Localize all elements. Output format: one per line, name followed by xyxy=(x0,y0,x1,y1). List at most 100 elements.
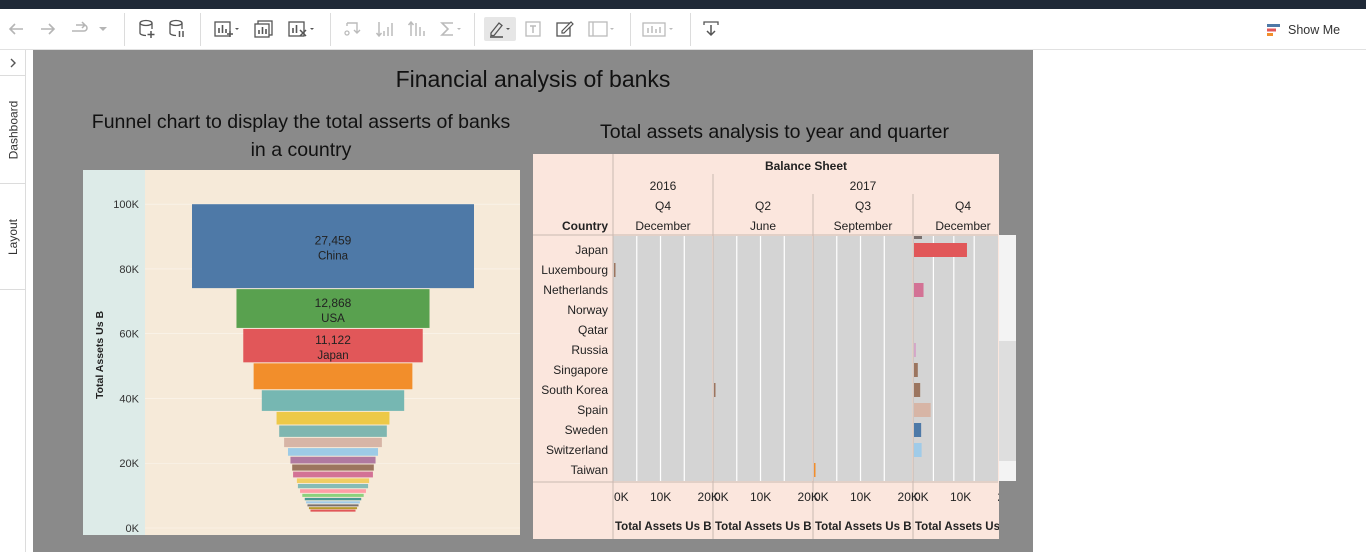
crosstab-panel xyxy=(913,236,998,481)
funnel-segment[interactable] xyxy=(296,478,370,483)
crosstab-month-label: June xyxy=(750,219,776,233)
replay-dropdown-icon[interactable] xyxy=(96,17,110,41)
funnel-segment[interactable] xyxy=(310,509,356,512)
funnel-y-tick-label: 0K xyxy=(126,523,140,535)
funnel-segment[interactable] xyxy=(253,363,413,390)
show-labels-icon[interactable] xyxy=(522,17,544,41)
redo-arrow-icon[interactable] xyxy=(38,17,58,41)
crosstab-scrollbar-thumb[interactable] xyxy=(999,341,1016,461)
expand-panel-chevron-icon[interactable] xyxy=(0,50,26,76)
crosstab-bar[interactable] xyxy=(914,283,924,297)
funnel-segment[interactable] xyxy=(300,489,366,493)
crosstab-bar[interactable] xyxy=(714,383,716,397)
assets-crosstab-svg[interactable]: Balance Sheet 2016 2017 Q4 December Q2 June Q3 S… xyxy=(533,154,999,539)
toolbar: Show Me xyxy=(0,9,1366,50)
funnel-segment[interactable] xyxy=(297,483,369,489)
crosstab-bar[interactable] xyxy=(614,263,616,277)
funnel-segment[interactable] xyxy=(304,497,362,501)
funnel-segment[interactable] xyxy=(261,390,405,411)
crosstab-country-label: South Korea xyxy=(541,383,608,397)
side-panel-tabs: Dashboard Layout xyxy=(0,50,26,552)
clear-sheet-icon[interactable] xyxy=(286,17,316,41)
tab-layout[interactable]: Layout xyxy=(0,184,26,290)
crosstab-country-label: Japan xyxy=(575,243,608,257)
crosstab-x-axis-label: Total Assets Us B xyxy=(815,521,912,533)
funnel-segment[interactable] xyxy=(243,328,423,363)
funnel-segment[interactable] xyxy=(236,289,430,328)
funnel-segment[interactable] xyxy=(308,507,358,510)
crosstab-x-tick-label: 0K xyxy=(714,490,729,504)
crosstab-country-label: Switzerland xyxy=(546,443,608,457)
crosstab-bar[interactable] xyxy=(914,423,922,437)
assets-crosstab[interactable]: Balance Sheet 2016 2017 Q4 December Q2 June Q3 S… xyxy=(533,154,999,539)
toolbar-separator xyxy=(330,13,331,46)
crosstab-bar[interactable] xyxy=(914,343,916,357)
crosstab-year-label: 2016 xyxy=(650,179,677,193)
funnel-segment[interactable] xyxy=(306,501,360,504)
crosstab-month-label: September xyxy=(834,219,893,233)
tab-dashboard-label: Dashboard xyxy=(6,100,20,159)
crosstab-bar-partial xyxy=(914,236,922,239)
funnel-segment[interactable] xyxy=(276,411,390,425)
dashboard-canvas: Financial analysis of banks Funnel chart… xyxy=(33,50,1033,552)
crosstab-x-tick-label: 20K xyxy=(798,490,819,504)
tab-dashboard[interactable]: Dashboard xyxy=(0,76,26,184)
toolbar-separator xyxy=(630,13,631,46)
crosstab-x-tick-label: 10K xyxy=(750,490,771,504)
funnel-segment[interactable] xyxy=(279,425,387,437)
crosstab-bar[interactable] xyxy=(814,463,816,477)
crosstab-x-tick-label: 0K xyxy=(914,490,929,504)
funnel-segment[interactable] xyxy=(302,493,364,497)
replay-icon[interactable] xyxy=(68,17,92,41)
funnel-y-tick-label: 100K xyxy=(113,199,139,211)
crosstab-x-tick-label: 10K xyxy=(950,490,971,504)
crosstab-panel xyxy=(813,236,912,481)
funnel-segment[interactable] xyxy=(287,448,379,456)
funnel-segment[interactable] xyxy=(293,471,373,478)
totals-sigma-icon[interactable] xyxy=(438,17,464,41)
crosstab-bar[interactable] xyxy=(914,443,922,457)
download-share-icon[interactable] xyxy=(700,17,722,41)
undo-arrow-icon[interactable] xyxy=(6,17,26,41)
fit-view-icon[interactable] xyxy=(586,17,618,41)
crosstab-year-label: 2017 xyxy=(850,179,877,193)
presentation-mode-icon[interactable] xyxy=(640,17,678,41)
swap-rows-columns-icon[interactable] xyxy=(342,17,364,41)
crosstab-bar[interactable] xyxy=(914,383,921,397)
toolbar-separator xyxy=(124,13,125,46)
crosstab-x-tick-label: 20K xyxy=(698,490,719,504)
new-worksheet-icon[interactable] xyxy=(212,17,240,41)
funnel-segment[interactable] xyxy=(284,437,382,448)
crosstab-x-axis-label: Total Assets Us B xyxy=(915,521,999,533)
crosstab-country-label: Sweden xyxy=(565,423,608,437)
funnel-segment[interactable] xyxy=(292,464,374,471)
crosstab-country-label: Netherlands xyxy=(543,283,608,297)
funnel-chart[interactable]: 0K 20K 40K 60K 80K 100K Total Assets Us B 27,45… xyxy=(83,170,520,535)
crosstab-x-axis-label: Total Assets Us B xyxy=(615,521,712,533)
assets-chart-title: Total assets analysis to year and quarte… xyxy=(599,121,950,143)
crosstab-panel xyxy=(713,236,812,481)
crosstab-month-label: December xyxy=(635,219,690,233)
funnel-segment[interactable] xyxy=(192,204,474,289)
funnel-y-tick-label: 60K xyxy=(119,329,139,341)
crosstab-row-header: Country xyxy=(562,219,608,233)
crosstab-bar[interactable] xyxy=(914,403,931,417)
funnel-segment[interactable] xyxy=(290,456,376,464)
show-me-button[interactable]: Show Me xyxy=(1266,21,1340,39)
sort-ascending-icon[interactable] xyxy=(374,17,396,41)
funnel-y-tick-label: 40K xyxy=(119,393,139,405)
window-top-strip xyxy=(0,0,1366,9)
highlight-marker-icon[interactable] xyxy=(484,17,516,41)
funnel-segment[interactable] xyxy=(307,504,359,507)
sort-descending-icon[interactable] xyxy=(406,17,428,41)
duplicate-sheet-icon[interactable] xyxy=(252,17,276,41)
dashboard-title: Financial analysis of banks xyxy=(395,66,671,92)
tab-layout-label: Layout xyxy=(6,218,20,255)
crosstab-bar[interactable] xyxy=(914,363,918,377)
funnel-segment-value: 11,122 xyxy=(315,333,351,347)
new-data-source-icon[interactable] xyxy=(136,17,158,41)
tooltip-edit-icon[interactable] xyxy=(554,17,576,41)
crosstab-bar[interactable] xyxy=(914,243,967,257)
pause-updates-icon[interactable] xyxy=(166,17,188,41)
funnel-chart-svg[interactable]: 0K 20K 40K 60K 80K 100K Total Assets Us B 27,45… xyxy=(83,170,520,535)
